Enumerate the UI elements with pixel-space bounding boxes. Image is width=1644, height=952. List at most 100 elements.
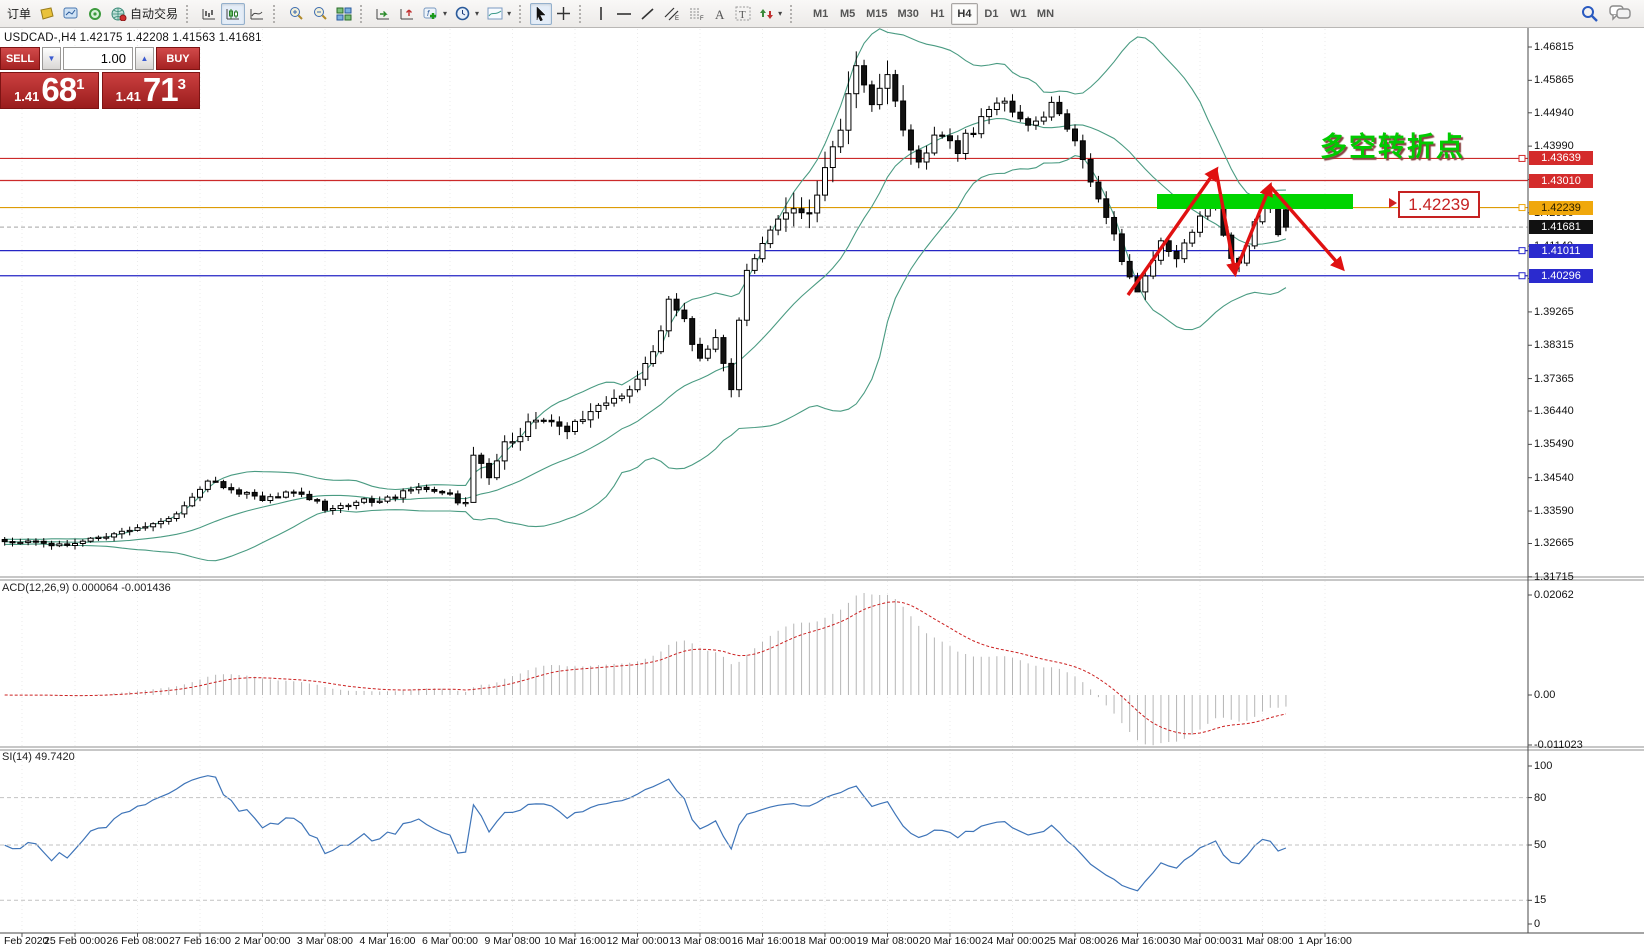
chart-shift-button[interactable] bbox=[395, 3, 419, 25]
toolbar-grip[interactable] bbox=[790, 4, 797, 23]
time-axis-label: 27 Feb 16:00 bbox=[169, 935, 231, 947]
crosshair-tool-button[interactable] bbox=[552, 3, 575, 25]
macd-axis-label: -0.011023 bbox=[1534, 739, 1583, 751]
zoom-in-button[interactable] bbox=[284, 3, 308, 25]
bar-chart-mode-button[interactable] bbox=[197, 3, 221, 25]
price-callout-box[interactable]: 1.42239 bbox=[1398, 191, 1480, 218]
time-axis-label: 9 Mar 08:00 bbox=[484, 935, 541, 947]
new-order-label: 订单 bbox=[7, 7, 32, 21]
time-axis-label: 12 Mar 00:00 bbox=[606, 935, 669, 947]
auto-scroll-button[interactable] bbox=[371, 3, 395, 25]
price-tick-label: 1.44940 bbox=[1534, 106, 1574, 119]
cursor-icon bbox=[536, 6, 546, 21]
clock-icon bbox=[455, 6, 470, 21]
price-tick-label: 1.32665 bbox=[1534, 537, 1574, 550]
trendline-tool[interactable] bbox=[636, 3, 659, 25]
fibonacci-tool[interactable]: F bbox=[684, 3, 709, 25]
time-axis-label: 20 Mar 16:00 bbox=[919, 935, 981, 947]
templates-button[interactable]: ▾ bbox=[483, 3, 515, 25]
arrows-tool[interactable]: ▾ bbox=[755, 3, 786, 25]
price-level-badge: 1.43639 bbox=[1529, 151, 1593, 166]
indicators-button[interactable]: f ▾ bbox=[419, 3, 451, 25]
rsi-axis-label: 15 bbox=[1534, 894, 1547, 907]
volume-input[interactable] bbox=[63, 47, 133, 70]
svg-text:F: F bbox=[700, 16, 704, 21]
toolbar-grip[interactable] bbox=[360, 4, 367, 23]
toolbar-grip[interactable] bbox=[519, 4, 526, 23]
time-axis-label: 6 Mar 00:00 bbox=[421, 935, 479, 947]
new-order-icon[interactable] bbox=[35, 3, 59, 25]
tile-windows-button[interactable] bbox=[332, 3, 356, 25]
periods-button[interactable]: ▾ bbox=[451, 3, 483, 25]
dropdown-caret-icon: ▾ bbox=[475, 9, 480, 18]
buy-button[interactable]: BUY bbox=[156, 47, 200, 70]
time-axis-label: 26 Mar 16:00 bbox=[1106, 935, 1169, 947]
timeframe-H1[interactable]: H1 bbox=[930, 7, 945, 20]
line-chart-mode-button[interactable] bbox=[245, 3, 269, 25]
time-axis-label: 3 Mar 08:00 bbox=[296, 935, 354, 947]
time-axis-label: 10 Mar 16:00 bbox=[544, 935, 606, 947]
monitor-icon bbox=[63, 7, 78, 18]
buy-price-box[interactable]: 1.41 71 3 bbox=[101, 72, 200, 109]
sell-price-box[interactable]: 1.41 68 1 bbox=[0, 72, 99, 109]
text-label-icon: T bbox=[735, 6, 751, 21]
svg-text:f: f bbox=[427, 9, 430, 18]
dropdown-caret-icon: ▾ bbox=[507, 9, 512, 18]
new-order-button[interactable]: 订单 bbox=[3, 3, 35, 25]
autotrading-button[interactable]: 自动交易 bbox=[107, 3, 182, 25]
label-tool[interactable]: T bbox=[731, 3, 755, 25]
vertical-line-tool[interactable] bbox=[590, 3, 612, 25]
sell-price-point: 1 bbox=[76, 76, 85, 93]
timeframe-M15[interactable]: M15 bbox=[866, 7, 888, 20]
price-level-badge: 1.40296 bbox=[1529, 268, 1593, 283]
time-axis-label: 19 Mar 08:00 bbox=[856, 935, 919, 947]
time-axis-label: 18 Mar 00:00 bbox=[794, 935, 856, 947]
callout-arrow-icon bbox=[1389, 198, 1397, 208]
text-tool[interactable]: A bbox=[709, 3, 731, 25]
trendline-icon bbox=[641, 7, 654, 20]
toolbar-grip[interactable] bbox=[186, 4, 193, 23]
candlestick-mode-button[interactable] bbox=[221, 2, 246, 25]
buy-price-major: 1.41 bbox=[115, 89, 141, 104]
template-icon bbox=[487, 7, 503, 20]
horizontal-line-tool[interactable] bbox=[612, 3, 636, 25]
time-axis-label: 26 Feb 08:00 bbox=[106, 935, 169, 947]
toolbar-grip[interactable] bbox=[579, 4, 586, 23]
search-icon[interactable] bbox=[1581, 5, 1599, 23]
signals-icon[interactable] bbox=[83, 3, 107, 25]
volume-decrease-button[interactable]: ▼ bbox=[42, 47, 61, 70]
notepad-icon bbox=[40, 6, 54, 20]
price-tick-label: 1.45865 bbox=[1534, 74, 1574, 87]
turning-point-annotation: 多空转折点 bbox=[1320, 132, 1465, 162]
candlestick-icon bbox=[226, 8, 240, 19]
timeframe-D1[interactable]: D1 bbox=[984, 7, 999, 20]
time-axis-label: 2 Mar 00:00 bbox=[234, 935, 291, 947]
main-toolbar: 订单 自动交易 f ▾ ▾ bbox=[0, 0, 1644, 28]
price-tick-label: 1.36440 bbox=[1534, 405, 1574, 418]
timeframe-W1[interactable]: W1 bbox=[1010, 7, 1027, 20]
timeframe-M5[interactable]: M5 bbox=[839, 7, 856, 20]
fibonacci-icon: F bbox=[690, 8, 704, 21]
time-axis-label: 4 Mar 16:00 bbox=[359, 935, 416, 947]
timeframe-M1[interactable]: M1 bbox=[812, 7, 829, 20]
price-tick-label: 1.31715 bbox=[1534, 570, 1574, 583]
sell-button[interactable]: SELL bbox=[0, 47, 40, 70]
timeframe-MN[interactable]: MN bbox=[1036, 7, 1055, 20]
market-watch-icon[interactable] bbox=[59, 3, 83, 25]
zoom-out-button[interactable] bbox=[308, 3, 332, 25]
volume-increase-button[interactable]: ▲ bbox=[135, 47, 154, 70]
channel-tool[interactable]: E bbox=[659, 3, 684, 25]
rsi-label: SI(14) 49.7420 bbox=[2, 751, 75, 763]
timeframe-H4[interactable]: H4 bbox=[950, 2, 978, 25]
one-click-trading-panel: SELL ▼ ▲ BUY 1.41 68 1 1.41 71 3 bbox=[0, 47, 200, 109]
timeframe-M30[interactable]: M30 bbox=[897, 7, 919, 20]
chat-icon[interactable] bbox=[1609, 5, 1631, 22]
crosshair-icon bbox=[557, 7, 571, 20]
cursor-tool-button[interactable] bbox=[530, 2, 553, 25]
price-tick-label: 1.46815 bbox=[1534, 41, 1574, 53]
time-axis-label: 25 Feb 00:00 bbox=[44, 935, 106, 947]
toolbar-grip[interactable] bbox=[273, 4, 280, 23]
time-axis-label: 25 Mar 08:00 bbox=[1044, 935, 1106, 947]
timeframe-bar: M1 M5 M15 M30 H1 H4 D1 W1 MN bbox=[807, 2, 1059, 25]
